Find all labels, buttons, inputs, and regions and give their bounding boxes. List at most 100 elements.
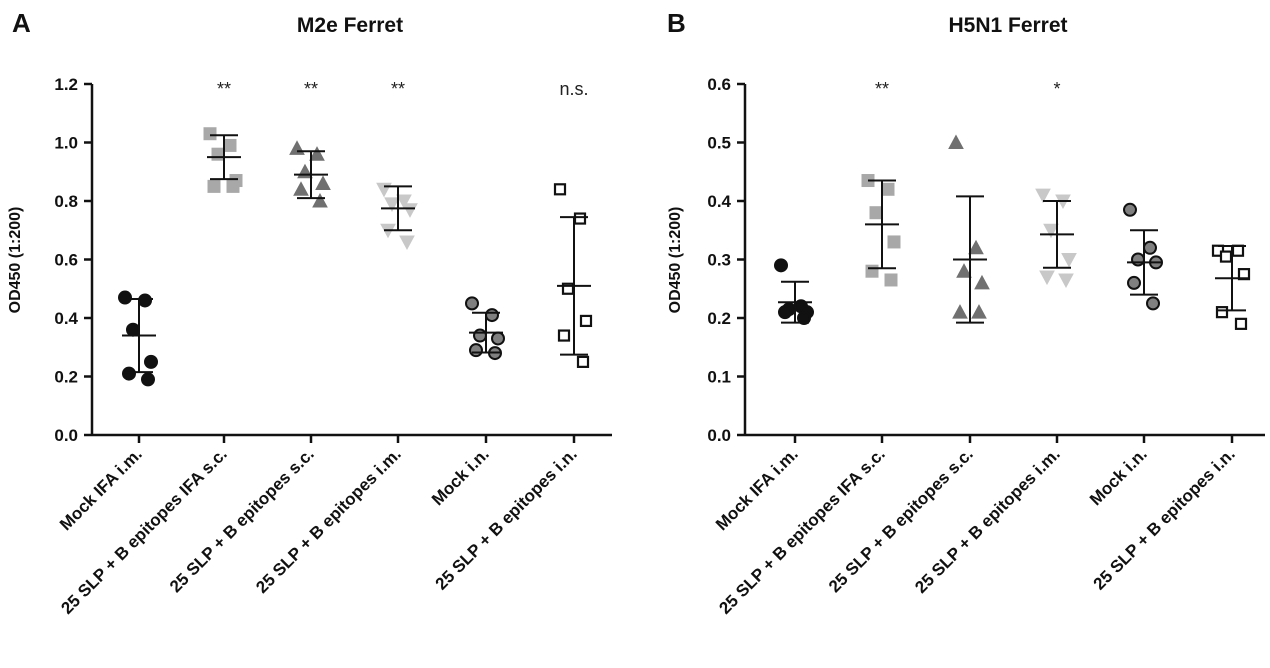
data-point [553, 183, 567, 196]
significance-label: ** [391, 79, 405, 99]
y-tick-label: 0.4 [707, 192, 731, 211]
data-point [797, 311, 811, 325]
data-point [399, 235, 415, 251]
y-tick-label: 0.4 [54, 309, 78, 328]
x-tick-label: 25 SLP + B epitopes s.c. [166, 444, 318, 596]
data-point [1234, 317, 1248, 330]
data-point [1043, 223, 1059, 239]
y-tick-label: 0.5 [707, 134, 731, 153]
data-point [211, 147, 225, 161]
data-point [971, 304, 987, 319]
y-tick-label: 1.2 [54, 75, 78, 94]
data-point [1035, 188, 1051, 204]
significance-label: ** [304, 79, 318, 99]
data-point [956, 263, 972, 278]
panel-a: A M2e Ferret OD450 (1:200) 0.0 0.2 0.4 0.6 0… [7, 8, 612, 618]
data-point [293, 181, 309, 196]
data-point [1143, 240, 1157, 255]
data-point [473, 328, 487, 343]
x-tick-label: 25 SLP + B epitopes i.m. [911, 444, 1064, 597]
data-point [1058, 273, 1074, 289]
y-tick-label: 0.8 [54, 192, 78, 211]
data-point [1123, 202, 1137, 217]
data-point [948, 134, 964, 149]
data-point [778, 305, 792, 320]
data-point [207, 179, 221, 193]
data-point [485, 308, 499, 323]
x-tick-label: Mock IFA i.m. [712, 444, 802, 534]
data-point [315, 175, 331, 190]
data-point [384, 197, 400, 212]
data-point [1127, 275, 1141, 290]
data-point [884, 273, 898, 287]
data-point [309, 146, 325, 161]
y-axis-label: OD450 (1:200) [667, 207, 684, 314]
x-tick-label: Mock i.n. [428, 444, 493, 509]
x-tick-label: 25 SLP + B epitopes i.n. [1090, 444, 1239, 593]
data-point [576, 355, 590, 368]
data-point [491, 331, 505, 346]
panel-label: A [12, 8, 31, 38]
panel-b: B H5N1 Ferret OD450 (1:200) 0.0 0.1 0.2 0.3… [667, 8, 1265, 618]
data-point [122, 366, 136, 381]
data-point [881, 182, 895, 196]
data-point [138, 293, 152, 308]
data-point [1061, 253, 1077, 268]
data-point [1146, 296, 1160, 311]
y-axis-label: OD450 (1:200) [7, 207, 24, 314]
data-point [289, 140, 305, 155]
y-tick-label: 0.6 [707, 75, 731, 94]
panel-label: B [667, 8, 686, 38]
data-point [1219, 250, 1233, 263]
data-point [869, 206, 883, 220]
data-point [376, 182, 392, 198]
x-tick-label: Mock i.n. [1086, 444, 1151, 509]
data-point [402, 203, 418, 218]
y-tick-label: 0.0 [707, 426, 731, 445]
x-tick-label: 25 SLP + B epitopes i.n. [432, 444, 581, 593]
x-tick-label: 25 SLP + B epitopes IFA s.c. [715, 444, 888, 617]
y-tick-label: 0.6 [54, 251, 78, 270]
significance-label: ** [217, 79, 231, 99]
data-point [469, 343, 483, 358]
data-point [1215, 306, 1229, 319]
significance-label: * [1053, 79, 1060, 99]
data-point [952, 304, 968, 319]
data-point [1231, 244, 1245, 257]
data-point [226, 179, 240, 193]
data-point [579, 314, 593, 328]
data-point [774, 258, 788, 273]
y-tick-label: 0.3 [707, 251, 731, 270]
data-point [465, 296, 479, 311]
data-point [573, 212, 587, 225]
data-point [557, 329, 571, 342]
y-tick-label: 0.0 [54, 426, 78, 445]
data-point [865, 264, 879, 278]
chart-title: M2e Ferret [297, 14, 403, 37]
x-tick-label: 25 SLP + B epitopes i.m. [252, 444, 405, 597]
y-tick-label: 0.2 [54, 368, 78, 387]
data-point [203, 127, 217, 141]
data-point [887, 235, 901, 249]
data-point [144, 354, 158, 369]
x-tick-label: Mock IFA i.m. [56, 444, 146, 534]
y-tick-label: 1.0 [54, 134, 78, 153]
data-point [974, 274, 990, 290]
data-point [968, 239, 984, 255]
y-tick-label: 0.2 [707, 309, 731, 328]
y-tick-label: 0.1 [707, 368, 731, 387]
data-point [118, 290, 132, 305]
data-point [312, 192, 328, 208]
significance-label: ** [875, 79, 889, 99]
data-point [297, 163, 313, 179]
x-tick-label: 25 SLP + B epitopes s.c. [825, 444, 977, 596]
data-point [126, 322, 140, 337]
x-tick-label: 25 SLP + B epitopes IFA s.c. [57, 444, 230, 617]
data-point [1131, 252, 1145, 267]
data-point [223, 138, 237, 152]
chart-title: H5N1 Ferret [948, 14, 1067, 37]
data-point [141, 372, 155, 387]
data-point [396, 194, 412, 210]
data-point [1039, 270, 1055, 286]
